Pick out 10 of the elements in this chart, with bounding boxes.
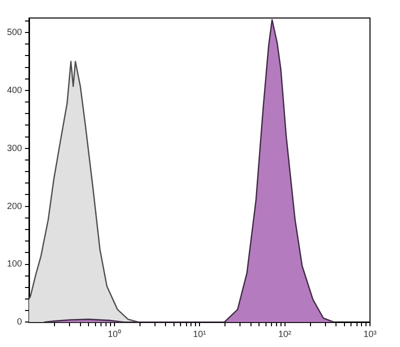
y-tick-label: 0	[17, 316, 22, 327]
y-tick-label: 500	[6, 26, 22, 37]
y-tick-label: 300	[6, 142, 22, 153]
y-tick-label: 200	[6, 200, 22, 211]
x-tick-label: 10³	[363, 329, 377, 340]
y-tick-label: 400	[6, 84, 22, 95]
x-tick-label: 10¹	[193, 329, 206, 340]
y-tick-label: 100	[6, 258, 22, 269]
x-tick-label: 10⁰	[108, 329, 121, 340]
x-tick-label: 10²	[278, 329, 292, 340]
